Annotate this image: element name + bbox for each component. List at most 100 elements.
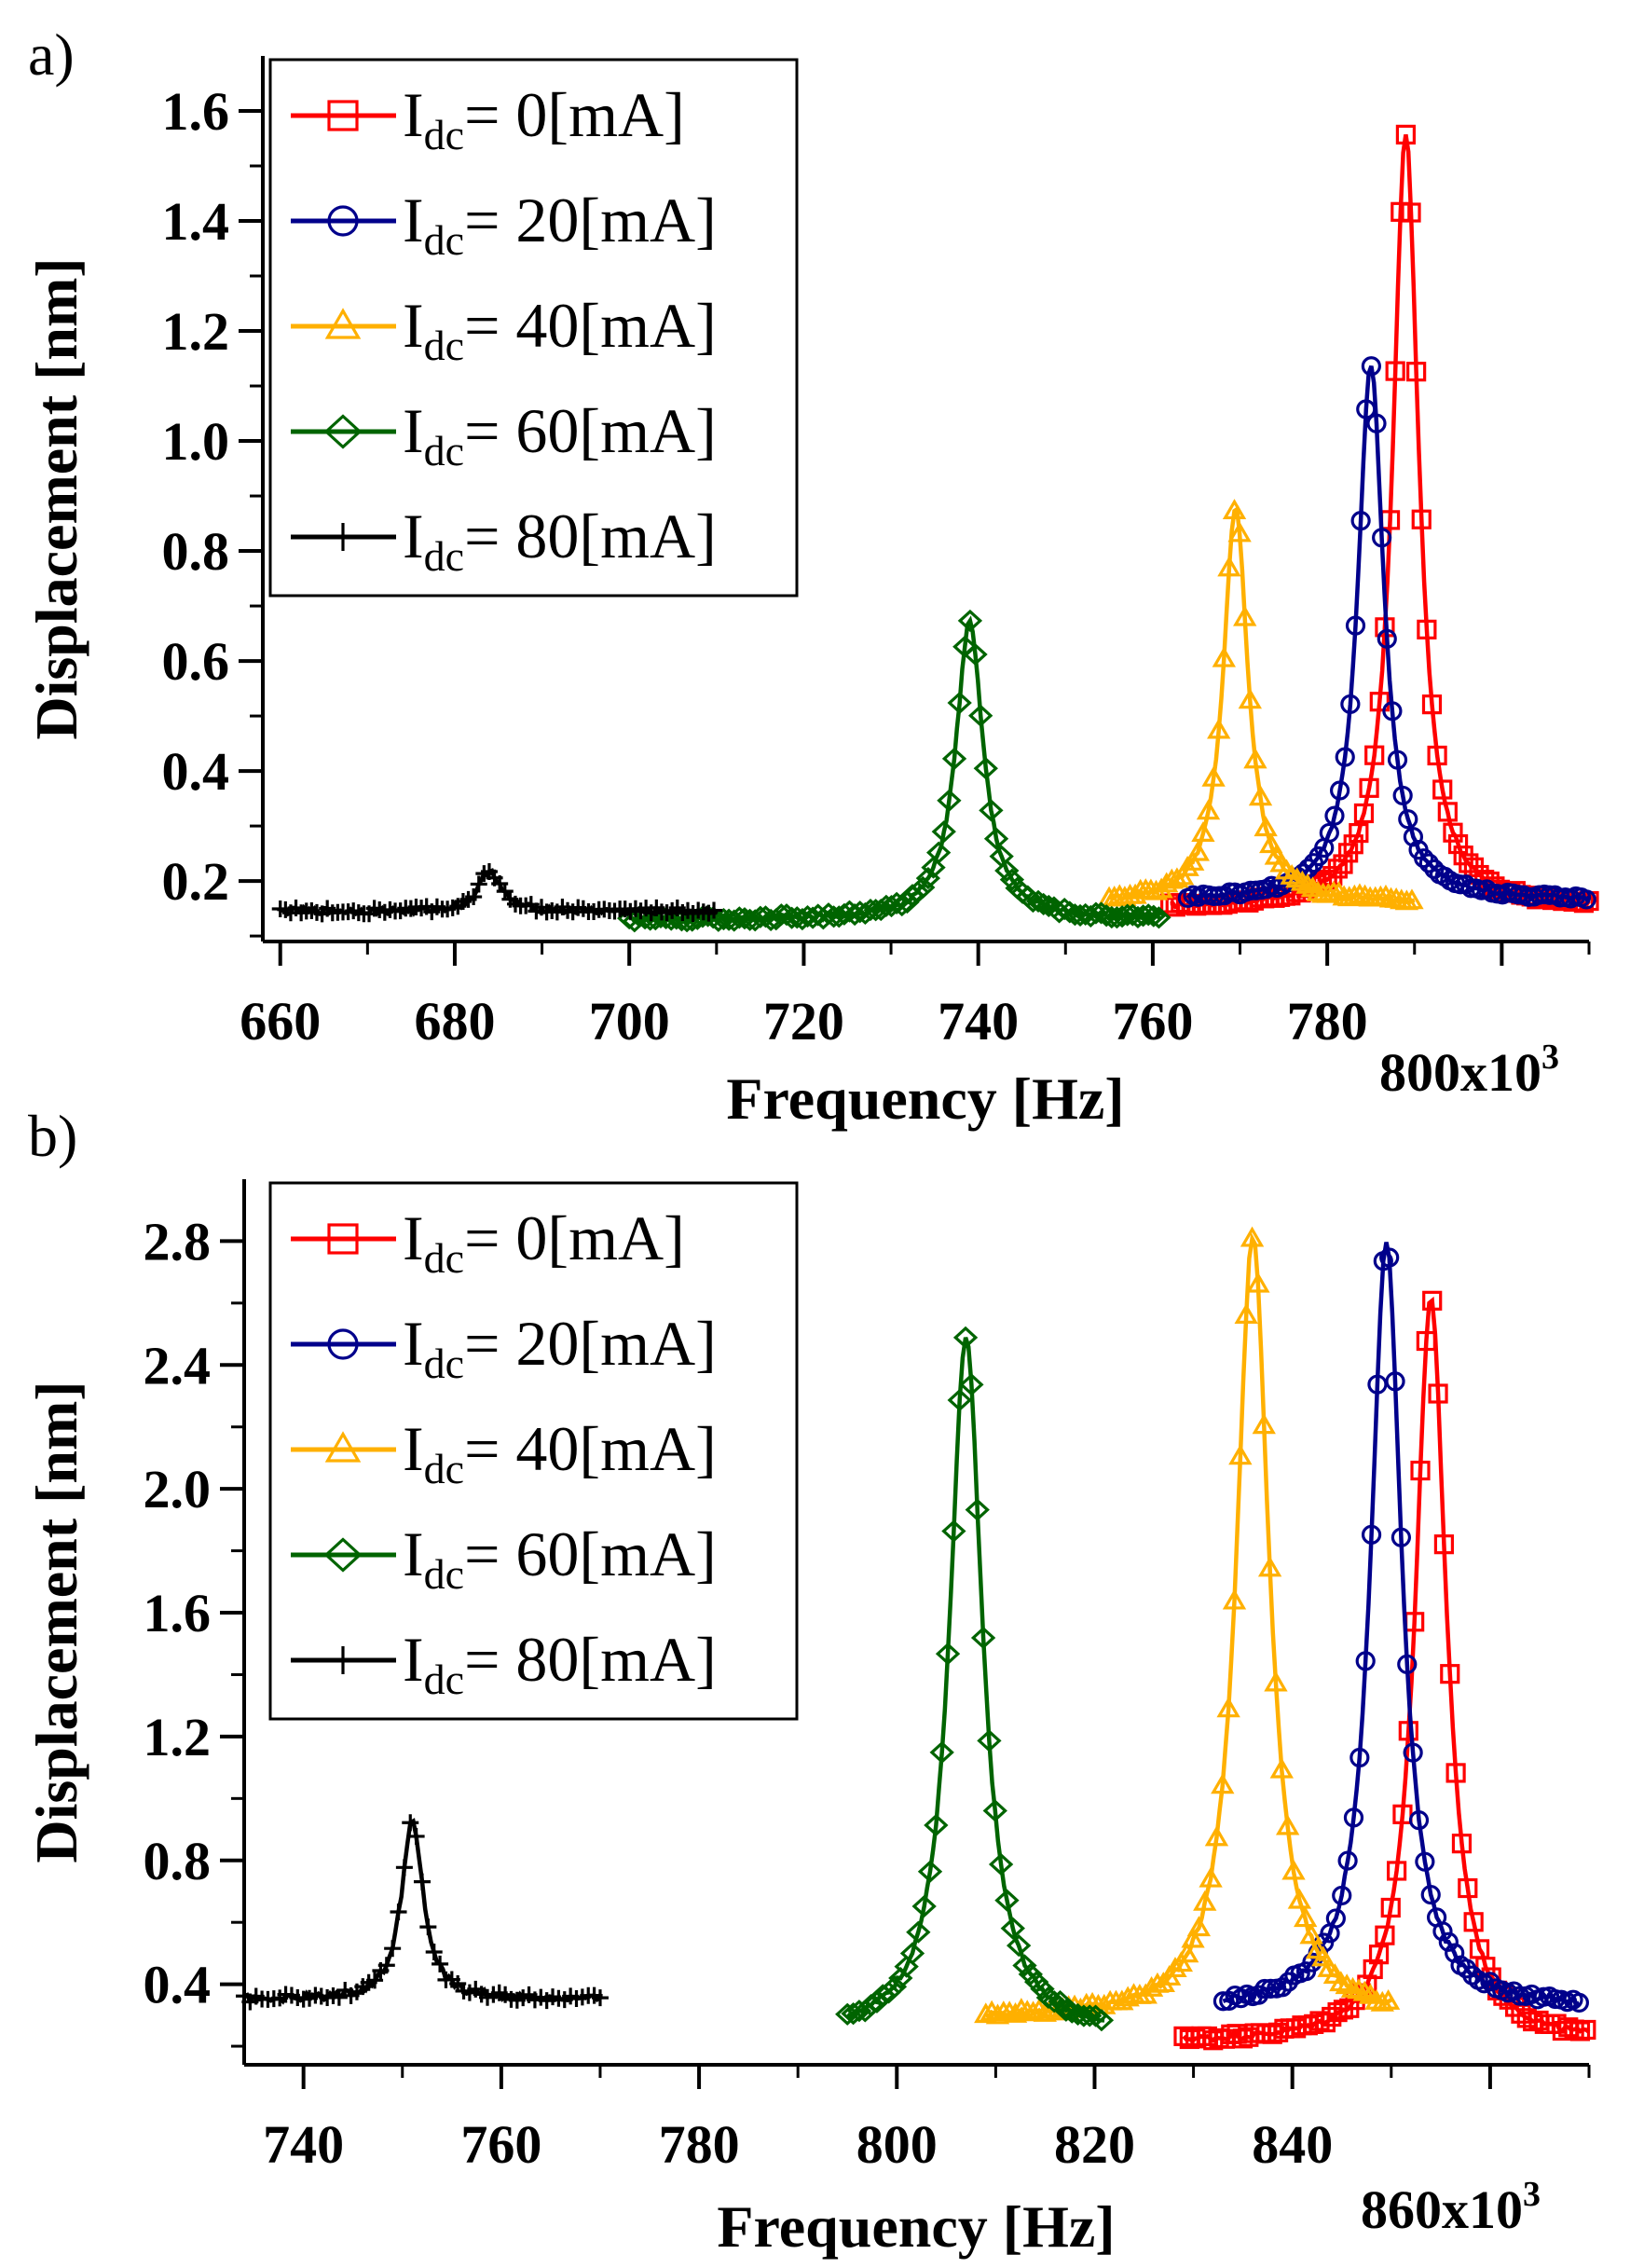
y-tick-label: 1.2 — [144, 1707, 212, 1767]
data-point — [1349, 1747, 1370, 1768]
data-point — [1385, 361, 1405, 381]
data-point — [390, 1904, 407, 1921]
data-point — [1576, 2019, 1596, 2041]
data-point — [1219, 1990, 1240, 2011]
data-point — [882, 1975, 908, 1999]
legend-swatch-marker — [327, 1328, 359, 1360]
data-point — [1163, 1957, 1187, 1978]
y-tick-label: 0.2 — [162, 851, 230, 912]
data-point — [1248, 785, 1273, 806]
legend-label: Idc= 80[mA] — [403, 501, 717, 580]
data-point — [1243, 748, 1267, 769]
data-point — [1379, 1247, 1400, 1268]
data-point — [1422, 1290, 1443, 1311]
data-point — [1036, 894, 1062, 917]
x-tick-label: 840 — [1252, 2114, 1333, 2175]
series-4 — [271, 863, 723, 923]
data-point — [1376, 1988, 1401, 2010]
data-point — [1367, 1374, 1388, 1395]
data-point — [973, 757, 998, 780]
data-point — [366, 1972, 384, 1989]
data-point — [1564, 2019, 1584, 2040]
legend-swatch-marker — [329, 523, 357, 551]
y-tick-label: 0.4 — [144, 1955, 212, 2015]
data-point — [1385, 1371, 1405, 1392]
data-point — [884, 891, 910, 914]
data-point — [1400, 888, 1424, 910]
data-point — [1411, 509, 1432, 529]
series-line — [1107, 505, 1416, 905]
data-point — [706, 901, 723, 919]
data-point — [941, 747, 967, 770]
data-point — [970, 1626, 996, 1650]
data-point — [1576, 889, 1596, 910]
data-point — [1259, 832, 1283, 854]
data-point — [1369, 692, 1390, 712]
data-point — [1350, 511, 1371, 531]
data-point — [921, 856, 946, 879]
data-point — [906, 1920, 931, 1944]
data-point — [1048, 1990, 1073, 2014]
data-point — [1569, 1992, 1589, 2013]
data-point — [1438, 1931, 1459, 1952]
data-point — [432, 1955, 449, 1972]
data-point — [1368, 1945, 1390, 1965]
legend-item: Idc= 80[mA] — [291, 501, 717, 580]
data-point — [952, 1326, 979, 1349]
series-line — [845, 1337, 1105, 2024]
legend-item: Idc= 60[mA] — [291, 1519, 717, 1598]
series-2 — [974, 1226, 1401, 2025]
data-point — [941, 1519, 966, 1543]
series-line — [628, 615, 1163, 926]
data-point — [1165, 867, 1189, 888]
data-point — [1018, 1962, 1043, 1986]
data-point — [1199, 1866, 1223, 1888]
data-point — [1364, 1988, 1389, 2010]
data-point — [1458, 1877, 1478, 1899]
legend-item: Idc= 40[mA] — [291, 290, 717, 369]
x-axis-multiplier: 800x103 — [1379, 1038, 1559, 1103]
data-point — [1000, 1917, 1025, 1940]
data-point — [1287, 1888, 1312, 1909]
data-point — [876, 1981, 901, 2004]
data-point — [1418, 853, 1439, 873]
y-tick-label: 1.4 — [162, 191, 230, 252]
data-point — [935, 1643, 961, 1666]
data-point — [1252, 1413, 1276, 1435]
data-point — [1257, 1556, 1282, 1577]
legend: Idc= 0[mA]Idc= 20[mA]Idc= 40[mA]Idc= 60[… — [268, 1181, 799, 1721]
series-line — [1222, 1242, 1581, 2008]
data-point — [1299, 1923, 1323, 1945]
data-point — [1377, 628, 1397, 649]
data-point — [1216, 1697, 1240, 1718]
data-point — [1280, 864, 1304, 885]
data-point — [1437, 802, 1458, 822]
legend-label: Idc= 0[mA] — [403, 79, 685, 158]
legend: Idc= 0[mA]Idc= 20[mA]Idc= 40[mA]Idc= 60[… — [268, 58, 799, 598]
legend-swatch-marker — [327, 100, 359, 131]
x-tick-label: 820 — [1054, 2114, 1135, 2175]
data-point — [1191, 821, 1215, 842]
y-tick-label: 0.8 — [162, 521, 230, 582]
data-point — [1382, 701, 1403, 722]
legend-item: Idc= 0[mA] — [291, 1203, 685, 1282]
panel-label: a) — [28, 21, 75, 88]
data-point — [1006, 1934, 1032, 1958]
y-tick-label: 1.6 — [144, 1583, 212, 1643]
data-point — [1459, 853, 1479, 873]
data-point — [1420, 1884, 1441, 1905]
data-point — [1359, 777, 1379, 798]
data-point — [1181, 850, 1205, 871]
data-point — [1421, 694, 1443, 715]
data-point — [1077, 2004, 1103, 2027]
data-point — [1294, 1906, 1318, 1928]
data-point — [1392, 1804, 1413, 1824]
data-point — [1445, 1763, 1466, 1783]
data-point — [1335, 747, 1355, 767]
x-axis-title: Frequency [Hz] — [717, 2193, 1115, 2260]
data-point — [974, 2002, 998, 2024]
series-0 — [1173, 1290, 1596, 2051]
data-point — [1290, 870, 1315, 891]
y-tick-label: 1.6 — [162, 81, 230, 142]
data-point — [1343, 1808, 1364, 1828]
